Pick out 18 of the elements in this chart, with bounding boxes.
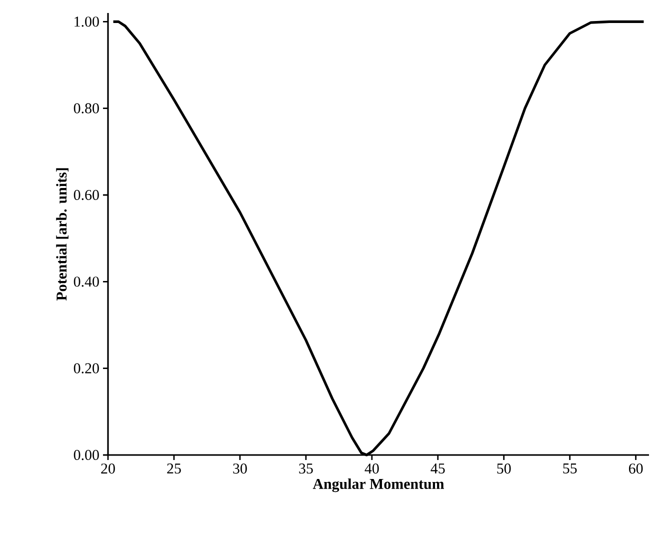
x-tick-label: 25 [167, 464, 181, 474]
x-tick-label: 50 [497, 464, 511, 474]
y-tick-label: 0.20 [74, 363, 99, 374]
x-tick-label: 30 [233, 464, 247, 474]
x-tick-label: 45 [430, 464, 445, 474]
x-axis-title: Angular Momentum [312, 478, 444, 492]
x-tick-label: 20 [101, 464, 115, 474]
x-tick-label: 40 [364, 464, 379, 474]
y-tick-label: 0.80 [74, 103, 99, 114]
y-axis-title: Potential [arb. units] [56, 168, 68, 301]
y-tick-label: 1.00 [74, 16, 99, 27]
y-tick-label: 0.00 [74, 450, 99, 460]
x-tick-label: 60 [628, 464, 643, 474]
y-tick-label: 0.40 [74, 276, 99, 287]
y-tick-label: 0.60 [74, 190, 99, 200]
line-series [112, 20, 646, 456]
x-tick-label: 55 [563, 464, 577, 474]
x-tick-label: 35 [299, 464, 313, 474]
